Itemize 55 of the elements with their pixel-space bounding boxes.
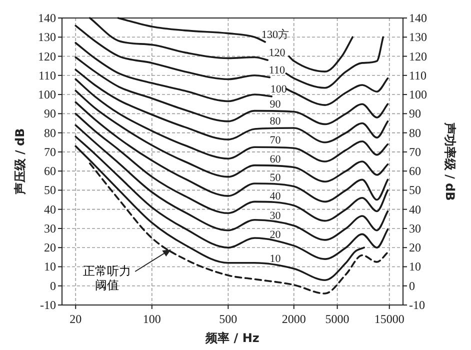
- y2-tick-label: 60: [409, 164, 421, 178]
- y-tick-label: 130: [38, 30, 56, 44]
- series-label: 60: [270, 153, 282, 166]
- y2-tick-label: 90: [409, 106, 421, 121]
- y2-axis-title: 声功率级 / dB: [443, 121, 457, 201]
- series-label: 50: [270, 172, 282, 184]
- x-tick-label: 500: [219, 312, 238, 326]
- series-label: 40: [270, 190, 282, 203]
- y-tick-label: 80: [44, 126, 56, 140]
- x-tick-label: 2000: [282, 312, 306, 326]
- y-tick-label: 120: [38, 49, 56, 64]
- y-tick-label: 40: [44, 202, 56, 216]
- x-tick-label: 20: [70, 312, 82, 326]
- x-axis-title: 频率 / Hz: [204, 331, 260, 345]
- y2-tick-label: 20: [409, 240, 421, 255]
- x-tick-label: 5000: [325, 312, 350, 326]
- series-label: 100: [270, 83, 288, 96]
- y2-tick-label: 70: [409, 144, 421, 159]
- y2-tick-label: 10: [409, 260, 421, 274]
- series-label: 120: [268, 47, 286, 60]
- series-label: 80: [270, 115, 282, 128]
- y-tick-label: 10: [44, 260, 56, 274]
- y2-tick-label: 0: [409, 278, 415, 293]
- y2-tick-label: 50: [409, 183, 421, 198]
- y-tick-label: 100: [38, 88, 56, 102]
- y-tick-label: 140: [38, 11, 56, 25]
- series-label: 70: [270, 134, 282, 147]
- y2-tick-label: 40: [409, 202, 421, 216]
- y2-tick-label: 140: [409, 11, 427, 25]
- series-label: 90: [270, 98, 282, 110]
- y-tick-label: 0: [50, 278, 56, 293]
- y2-tick-label: 100: [409, 88, 427, 102]
- y2-tick-label: 120: [409, 49, 427, 64]
- x-tick-label: 100: [142, 312, 161, 326]
- y-tick-label: 30: [44, 221, 56, 236]
- y-tick-label: 70: [44, 144, 56, 159]
- y-tick-label: 20: [44, 240, 56, 255]
- y2-tick-label: 80: [409, 126, 421, 140]
- series-label: 130方: [262, 28, 289, 41]
- y-tick-label: 90: [44, 106, 56, 121]
- y-tick-label: 110: [38, 68, 56, 82]
- series-label: 30: [270, 210, 282, 222]
- series-label: 20: [270, 229, 282, 242]
- y-tick-label: 50: [44, 183, 56, 198]
- y2-tick-label: 30: [409, 221, 421, 236]
- y2-tick-label: 130: [409, 30, 427, 44]
- y2-tick-label: -10: [409, 298, 425, 312]
- y-tick-label: 60: [44, 164, 56, 178]
- y-tick-label: -10: [40, 298, 56, 312]
- annotation: 正常听力阈值: [82, 264, 132, 292]
- series-label: 10: [270, 252, 282, 265]
- y2-tick-label: 110: [409, 68, 427, 82]
- x-tick-label: 15000: [374, 312, 404, 326]
- y-axis-title: 声压级 / dB: [13, 128, 27, 196]
- series-label: 110: [268, 64, 286, 76]
